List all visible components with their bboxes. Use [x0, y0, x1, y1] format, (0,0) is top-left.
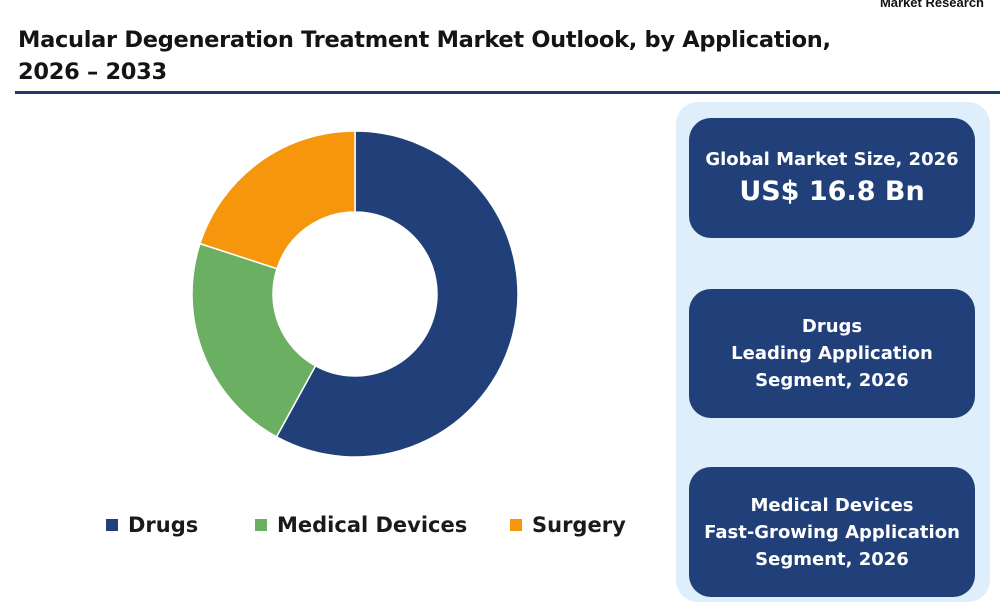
fast-growing-segment-line2: Fast-Growing Application — [704, 521, 960, 543]
leading-segment-line3: Segment, 2026 — [755, 370, 909, 391]
market-size-card: Global Market Size, 2026 US$ 16.8 Bn — [689, 118, 975, 238]
fast-growing-segment-name: Medical Devices — [750, 494, 914, 516]
slice-surgery — [199, 130, 356, 270]
fast-growing-segment-line3: Segment, 2026 — [755, 548, 909, 570]
legend-label-drugs: Drugs — [128, 513, 199, 537]
legend-item-drugs: Drugs — [106, 510, 198, 540]
legend-swatch-surgery — [510, 519, 522, 531]
legend-item-surgery: Surgery — [510, 510, 626, 540]
leading-segment-name: Drugs — [801, 316, 863, 337]
legend-swatch-medical-devices — [255, 519, 267, 531]
brand-logo-text: Market Research — [879, 0, 984, 10]
page-title: Macular Degeneration Treatment Market Ou… — [18, 24, 918, 88]
title-line-1: Macular Degeneration Treatment Market Ou… — [18, 27, 831, 53]
title-line-2: 2026 – 2033 — [18, 59, 167, 85]
legend-item-medical-devices: Medical Devices — [255, 510, 467, 540]
slice-medical-devices — [191, 242, 317, 438]
donut-chart — [191, 130, 519, 458]
fast-growing-segment-card: Medical Devices Fast-Growing Application… — [689, 467, 975, 597]
leading-segment-line2: Leading Application — [731, 343, 933, 364]
legend-swatch-drugs — [106, 519, 118, 531]
legend-label-surgery: Surgery — [532, 513, 626, 537]
title-divider — [15, 91, 1000, 94]
slice-drugs — [275, 130, 519, 458]
market-size-value: US$ 16.8 Bn — [739, 175, 925, 207]
legend-label-medical-devices: Medical Devices — [277, 513, 468, 537]
leading-segment-card: Drugs Leading Application Segment, 2026 — [689, 289, 975, 418]
market-size-label: Global Market Size, 2026 — [705, 148, 959, 170]
